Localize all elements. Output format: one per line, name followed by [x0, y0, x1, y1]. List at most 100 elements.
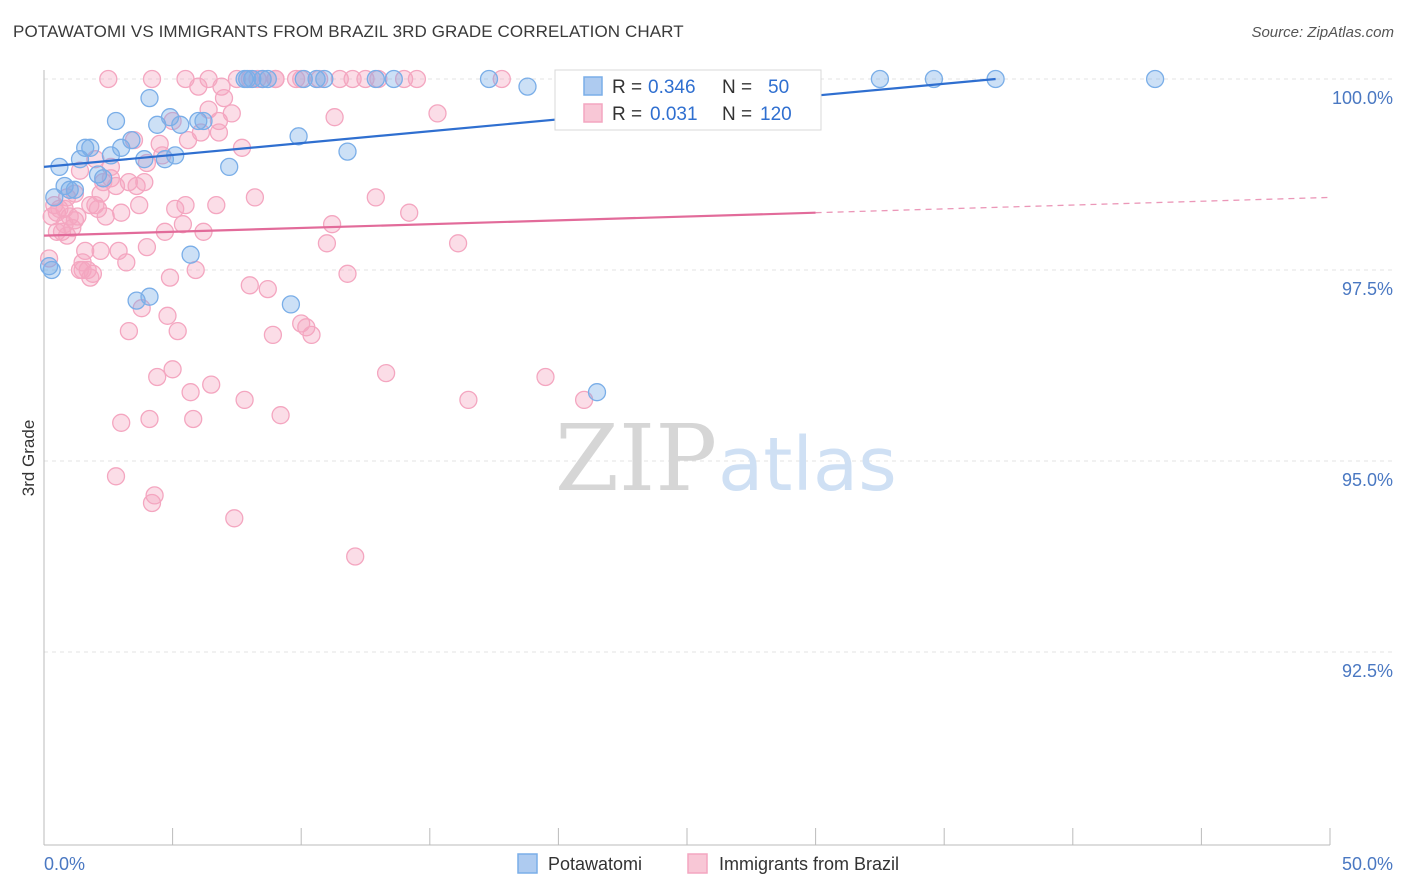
point-potawatomi	[338, 142, 357, 161]
series-legend: Potawatomi Immigrants from Brazil	[517, 853, 899, 874]
point-brazil	[286, 69, 306, 89]
trend-line-potawatomi	[43, 77, 996, 168]
point-potawatomi	[160, 108, 180, 127]
point-brazil	[119, 321, 139, 341]
point-brazil	[119, 172, 139, 192]
legend-label-potawatomi: Potawatomi	[548, 854, 642, 874]
point-potawatomi	[220, 157, 239, 177]
point-brazil	[142, 69, 162, 89]
point-brazil	[166, 199, 185, 219]
watermark-atlas: atlas	[718, 422, 897, 508]
point-potawatomi	[870, 69, 890, 89]
point-brazil	[39, 249, 59, 268]
stats-r-label-1: R =	[612, 77, 642, 98]
point-brazil	[73, 253, 92, 272]
point-brazil	[140, 409, 159, 429]
point-potawatomi	[81, 138, 100, 157]
point-potawatomi	[94, 169, 113, 188]
y-tick-label: 97.5%	[1342, 279, 1393, 299]
point-brazil	[199, 100, 218, 119]
point-brazil	[148, 367, 167, 387]
point-potawatomi	[1145, 69, 1165, 89]
data-points	[39, 69, 1165, 566]
stats-r-value-1: 0.346	[648, 77, 696, 98]
point-brazil	[366, 188, 385, 207]
trend-lines	[43, 77, 1331, 237]
watermark: ZIP atlas	[555, 405, 897, 512]
point-brazil	[145, 486, 164, 505]
point-potawatomi	[171, 115, 190, 134]
trend-line-extension-brazil	[815, 196, 1331, 214]
point-brazil	[173, 215, 193, 234]
point-brazil	[400, 203, 419, 222]
point-brazil	[240, 276, 259, 295]
point-potawatomi	[366, 69, 385, 89]
point-brazil	[376, 363, 396, 383]
point-potawatomi	[194, 111, 213, 131]
point-brazil	[492, 69, 511, 89]
point-brazil	[112, 203, 131, 222]
point-potawatomi	[60, 180, 79, 199]
point-potawatomi	[181, 245, 200, 264]
chart-title: POTAWATOMI VS IMMIGRANTS FROM BRAZIL 3RD…	[13, 22, 684, 41]
point-brazil	[227, 69, 247, 89]
point-brazil	[235, 390, 254, 410]
point-brazil	[271, 406, 290, 425]
point-brazil	[81, 195, 100, 215]
stats-swatch-brazil	[583, 103, 603, 123]
stats-r-label-2: R =	[612, 104, 642, 125]
point-potawatomi	[253, 69, 272, 89]
point-potawatomi	[42, 260, 61, 280]
point-brazil	[428, 104, 447, 123]
point-brazil	[448, 234, 468, 253]
point-brazil	[163, 360, 182, 379]
point-brazil	[186, 260, 205, 280]
y-tick-label: 95.0%	[1342, 470, 1393, 490]
point-brazil	[91, 241, 110, 261]
point-potawatomi	[384, 69, 403, 89]
point-brazil	[76, 241, 95, 261]
point-brazil	[158, 306, 177, 325]
point-brazil	[209, 111, 229, 131]
point-brazil	[214, 88, 234, 108]
point-brazil	[112, 413, 131, 432]
point-brazil	[258, 279, 277, 299]
y-tick-label: 100.0%	[1332, 88, 1393, 108]
y-axis-title: 3rd Grade	[19, 420, 38, 497]
point-potawatomi	[479, 69, 499, 89]
point-brazil	[394, 69, 414, 89]
point-brazil	[343, 69, 362, 89]
point-potawatomi	[140, 287, 159, 306]
point-brazil	[178, 130, 198, 150]
point-brazil	[407, 69, 427, 89]
point-brazil	[160, 268, 180, 287]
point-potawatomi	[122, 130, 141, 150]
point-brazil	[73, 260, 92, 280]
point-brazil	[356, 69, 375, 89]
stats-n-label-1: N =	[722, 77, 752, 98]
gridlines	[44, 78, 1395, 653]
point-brazil	[55, 199, 74, 219]
stats-n-label-2: N =	[722, 104, 752, 125]
point-potawatomi	[106, 111, 126, 131]
trend-line-brazil	[43, 211, 816, 237]
point-brazil	[83, 264, 103, 283]
point-brazil	[91, 184, 110, 203]
stats-n-value-2: 120	[760, 104, 792, 125]
point-brazil	[322, 215, 342, 234]
point-brazil	[65, 211, 85, 230]
point-brazil	[181, 383, 200, 402]
point-brazil	[325, 108, 344, 127]
point-brazil	[330, 69, 349, 89]
legend-label-brazil: Immigrants from Brazil	[719, 854, 899, 874]
stats-n-value-1: 50	[768, 77, 789, 98]
point-brazil	[338, 264, 357, 283]
point-potawatomi	[189, 111, 208, 131]
point-potawatomi	[307, 69, 326, 89]
x-tick-label-max: 50.0%	[1342, 854, 1393, 874]
point-brazil	[317, 234, 337, 253]
watermark-zip: ZIP	[555, 405, 717, 512]
point-brazil	[168, 321, 187, 341]
point-brazil	[266, 69, 285, 89]
